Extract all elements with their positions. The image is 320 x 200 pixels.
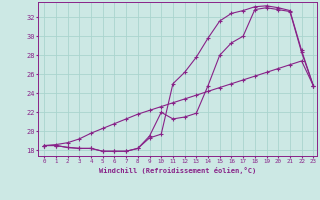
X-axis label: Windchill (Refroidissement éolien,°C): Windchill (Refroidissement éolien,°C) (99, 167, 256, 174)
